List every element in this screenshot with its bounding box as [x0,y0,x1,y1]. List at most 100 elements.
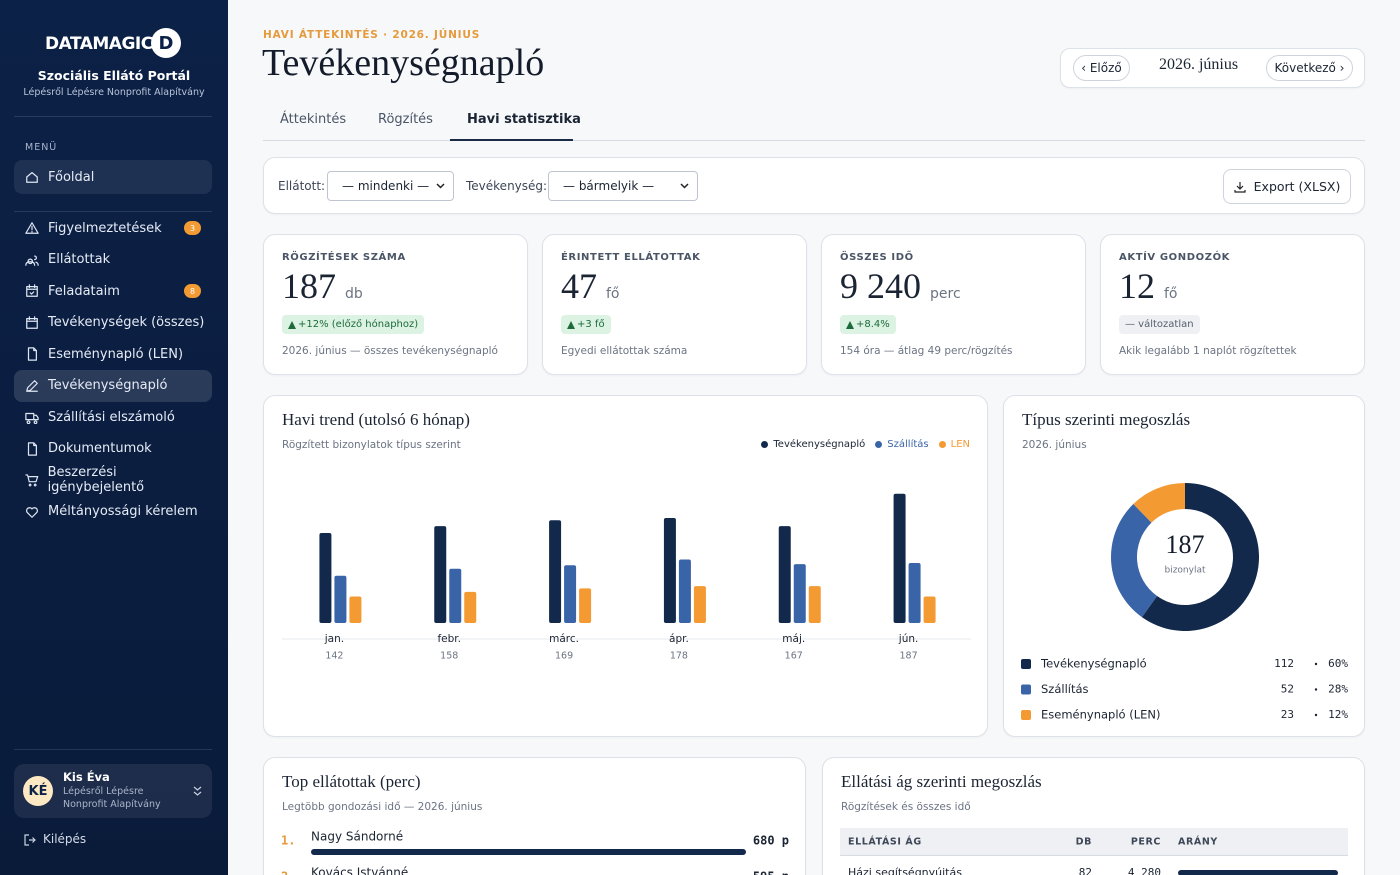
card-title: Ellátási ág szerinti megoszlás [841,772,1042,791]
bar [334,575,347,623]
icon [27,441,37,456]
prev-button[interactable]: ‹ Előző [1073,55,1130,81]
menu-item[interactable]: Tevékenységek (összes) [14,307,212,339]
activity-select[interactable]: — bármelyik — [548,171,698,201]
select-value: — bármelyik — [563,179,655,193]
kpi-note: 154 óra — átlag 49 perc/rögzítés [840,345,1013,357]
kpi-delta-text: +3 fő [577,319,605,330]
filter-label: Tevékenység: [466,179,548,193]
legend-text: Tevékenységnapló [773,439,866,450]
menu-item[interactable]: Szállítási elszámoló [14,401,212,433]
icon [26,379,38,392]
legend-item: Tevékenységnapló [761,439,865,450]
column-header: ELLÁTÁSI ÁG [848,836,922,848]
menu-item[interactable]: Beszerzési igénybejelentő [14,464,212,496]
next-button[interactable]: Következő › [1266,55,1353,81]
legend-text: LEN [950,439,970,450]
icon [26,172,38,183]
menu-item[interactable]: Méltányossági kérelem [14,496,212,528]
legend-value: 52 [1281,683,1294,696]
bar [908,563,921,623]
branch-table: ELLÁTÁSI ÁG DB PERC ARÁNY Házi segítségnyújt… [848,836,1338,875]
badge: 3 [184,221,201,235]
icon-shape [27,441,37,456]
tab[interactable]: Áttekintés [280,112,347,127]
kpi-delta: +12% (előző hónaphoz) [282,315,425,334]
card-subtitle: Rögzített bizonylatok típus szerint [282,439,461,451]
tab[interactable]: Havi statisztika [467,112,581,127]
total-label: 178 [670,651,688,662]
menu-item[interactable]: Dokumentumok [14,433,212,465]
icon [26,284,38,297]
card-title: Típus szerinti megoszlás [1022,410,1191,429]
legend-swatch [761,441,769,448]
client-select[interactable]: — mindenki — [327,171,454,201]
client-value: 680 p [753,834,789,848]
legend-text: Szállítás [1041,682,1089,696]
card-title: Havi trend (utolsó 6 hónap) [282,410,470,429]
menu-item[interactable]: Tevékenységnapló [14,369,212,402]
branch-name: Házi segítségnyújtás [848,866,962,875]
arrow-shape [567,320,575,329]
page-title: Tevékenységnapló [262,42,545,84]
icon-shape [26,284,38,297]
bar [678,559,691,623]
logout[interactable]: Kilépés [43,832,87,846]
bar [564,565,577,623]
tab-underline [450,139,573,141]
menu-item[interactable]: Ellátottak [14,244,212,276]
export-button[interactable]: Export (XLSX) [1223,169,1351,204]
kpi-unit: db [345,286,363,302]
legend: Tevékenységnapló Szállítás LEN [761,439,970,450]
icon [26,506,38,518]
kpi-delta: +3 fő [561,315,611,334]
arrow-shape [846,320,854,329]
donut-segment [1141,483,1259,631]
bar [579,588,592,623]
legend-percent: 60% [1328,657,1348,670]
chevron [680,183,689,189]
menu-text: Beszerzési igénybejelentő [47,465,145,495]
divider [14,749,212,750]
client-value: 595 p [753,870,789,875]
kpi-note: Egyedi ellátottak száma [561,345,688,357]
user-name: Kis Éva [63,770,110,784]
kpi-value: 12 [1119,266,1155,306]
kpi-note: Akik legalább 1 naplót rögzítettek [1119,345,1297,357]
legend-swatch [875,441,883,448]
icon-shape [26,506,38,518]
separator-dot [1314,688,1318,691]
bar [549,520,562,623]
bar [663,518,676,623]
menu-item[interactable]: Eseménynapló (LEN) [14,338,212,370]
brand-icon: D [151,28,181,58]
menu-text: Dokumentumok [48,441,152,456]
legend-percent: 28% [1328,683,1348,696]
arrow-shape [288,320,296,329]
rank: 2. [281,870,295,875]
menu-text: Eseménynapló (LEN) [48,346,184,362]
bar [319,533,332,623]
kpi-card: AKTÍV GONDOZÓK 12 fő — változatlan Akik lega… [1100,234,1365,375]
select-value: — mindenki — [342,179,430,193]
donut-segment [1111,504,1158,618]
card-subtitle: Legtöbb gondozási idő — 2026. június [282,801,483,813]
menu-text: Ellátottak [48,252,111,267]
tab[interactable]: Rögzítés [378,112,433,127]
up-arrow [288,320,296,329]
icon [25,412,39,424]
menu-item[interactable]: Figyelmeztetések 3 [14,212,212,244]
menu-home[interactable]: Főoldal [14,160,212,194]
export-text: Export (XLSX) [1253,179,1341,194]
x-tick-label: febr. [437,633,461,645]
filter-bar: Ellátott: — mindenki — Tevékenység: — bá… [263,157,1365,214]
kpi-label: RÖGZÍTÉSEK SZÁMA [282,252,406,263]
menu-item[interactable]: Feladataim 8 [14,275,212,307]
trend-card: Havi trend (utolsó 6 hónap) Rögzített bi… [263,395,988,737]
kpi-card: ÉRINTETT ELLÁTOTTAK 47 fő +3 fő Egyedi ellát… [542,234,807,375]
bar [311,849,746,855]
avatar: KÉ [23,776,53,806]
kpi-unit: perc [930,286,961,302]
kpi-value: 47 [561,266,597,306]
user-card[interactable]: KÉ Kis Éva Lépésről Lépésre Nonprofit Al… [14,764,212,818]
